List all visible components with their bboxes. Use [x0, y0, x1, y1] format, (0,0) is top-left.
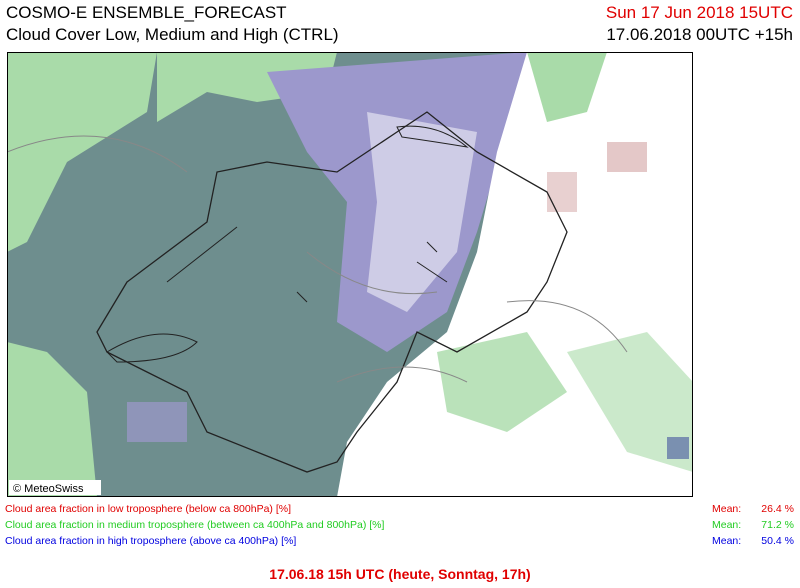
legend-label: Cloud area fraction in high troposphere …	[5, 535, 297, 547]
legend-label: Cloud area fraction in low troposphere (…	[5, 503, 291, 515]
green-area	[437, 332, 567, 432]
purple-area	[127, 402, 187, 442]
lake	[106, 333, 198, 363]
green-area	[527, 52, 607, 122]
mean-value: 26.4 %	[761, 503, 794, 515]
map: © MeteoSwiss	[7, 52, 693, 497]
mean-value: 71.2 %	[761, 519, 794, 531]
purple-area	[667, 437, 689, 459]
green-area	[7, 342, 97, 497]
copyright: © MeteoSwiss	[13, 483, 84, 495]
footer: 17.06.18 15h UTC (heute, Sonntag, 17h)	[269, 566, 531, 582]
valid-time: Sun 17 Jun 2018 15UTC	[605, 3, 793, 22]
lake	[166, 226, 238, 283]
mean-label: Mean:	[712, 535, 742, 547]
region-border	[7, 135, 628, 383]
clear-area	[367, 112, 477, 312]
legend-label: Cloud area fraction in medium tropospher…	[5, 519, 385, 531]
mean-value: 50.4 %	[761, 535, 794, 547]
green-area	[567, 332, 693, 472]
mean-label: Mean:	[712, 503, 742, 515]
title: COSMO-E ENSEMBLE_FORECAST	[6, 3, 287, 22]
lake	[296, 241, 448, 303]
subtitle: Cloud Cover Low, Medium and High (CTRL)	[6, 25, 339, 44]
copyright-box	[9, 480, 101, 495]
green-area	[7, 52, 157, 252]
low-cloud-patch	[547, 172, 577, 212]
run-time: 17.06.2018 00UTC +15h	[606, 25, 793, 44]
green-area	[157, 52, 337, 122]
mean-label: Mean:	[712, 519, 742, 531]
country-border	[96, 111, 568, 473]
lake	[396, 125, 469, 148]
map-frame	[7, 52, 693, 497]
low-cloud-patch	[607, 142, 647, 172]
